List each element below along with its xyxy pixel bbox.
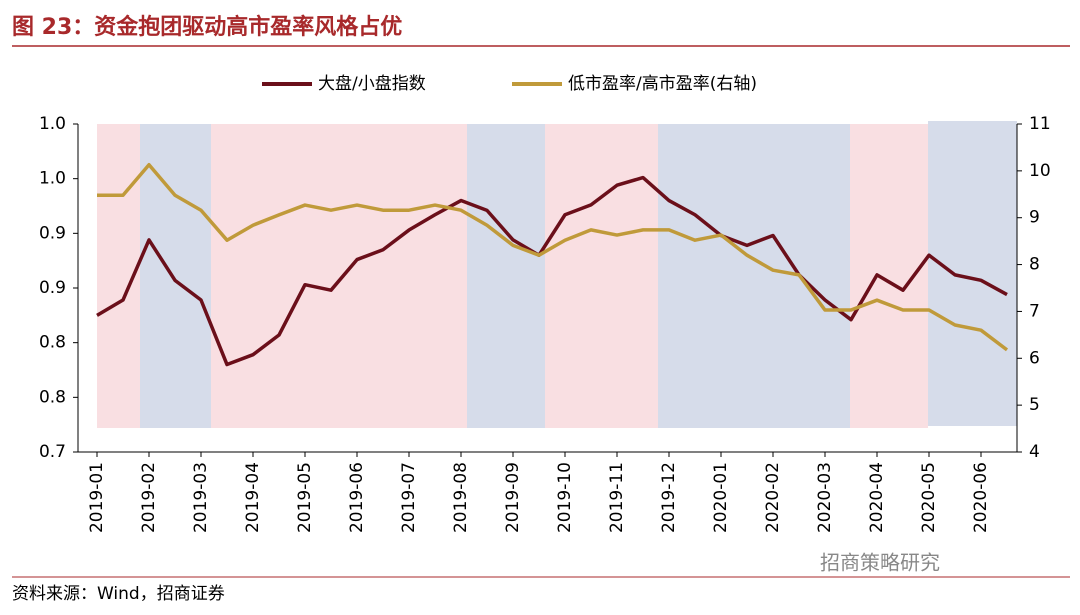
y2-tick-label: 10 [1029,161,1051,181]
period [850,124,928,428]
y-tick-label: 0.7 [39,442,66,462]
x-tick-label: 2020-01 [711,462,731,533]
line-series [96,175,1008,367]
x-tick-label: 2019-05 [295,462,315,533]
x-tick-label: 2019-03 [191,462,211,533]
x-tick-label: 2019-07 [399,462,419,533]
x-tick-label: 2019-09 [503,462,523,533]
source: 资料来源：Wind，招商证券 [12,584,225,604]
x-tick-label: 2020-05 [919,462,939,533]
x-tick-label: 2019-01 [87,462,107,533]
x-tick-label: 2019-06 [347,462,367,533]
period [467,124,545,428]
period [140,124,211,428]
legend-label: 大盘/小盘指数 [318,74,426,94]
y2-tick-label: 8 [1029,255,1040,275]
y-tick-label: 0.8 [39,333,66,353]
y-tick-label: 0.8 [39,387,66,407]
x-tick-label: 2020-03 [815,462,835,533]
period [658,124,850,428]
y-tick-label: 0.9 [39,223,66,243]
x-tick-label: 2019-10 [555,462,575,533]
y2-tick-label: 5 [1029,395,1040,415]
y-tick-label: 1.0 [39,114,66,134]
y-tick-label: 0.9 [39,278,66,298]
chart-title: 图 23：资金抱团驱动高市盈率风格占优 [12,14,402,40]
periods [97,121,1017,428]
watermark: 招商策略研究 [820,551,940,575]
legend-label: 低市盈率/高市盈率(右轴) [568,74,757,94]
x-tick-label: 2019-04 [243,462,263,533]
x-tick-label: 2019-08 [451,462,471,533]
x-tick-label: 2020-04 [867,462,887,533]
y2-tick-label: 7 [1029,301,1040,321]
period [545,124,658,428]
y2-tick-label: 6 [1029,348,1040,368]
x-tick-label: 2019-11 [607,462,627,533]
y-tick-label: 1.0 [39,169,66,189]
line-series [97,163,1009,352]
y2-tick-label: 11 [1029,114,1051,134]
y2-tick-label: 9 [1029,208,1040,228]
period [928,121,1017,426]
x-tick-label: 2020-02 [763,462,783,533]
x-tick-label: 2019-02 [139,462,159,533]
x-tick-label: 2019-12 [659,462,679,533]
x-tick-label: 2020-06 [971,462,991,533]
period [211,124,467,428]
y2-tick-label: 4 [1029,442,1040,462]
